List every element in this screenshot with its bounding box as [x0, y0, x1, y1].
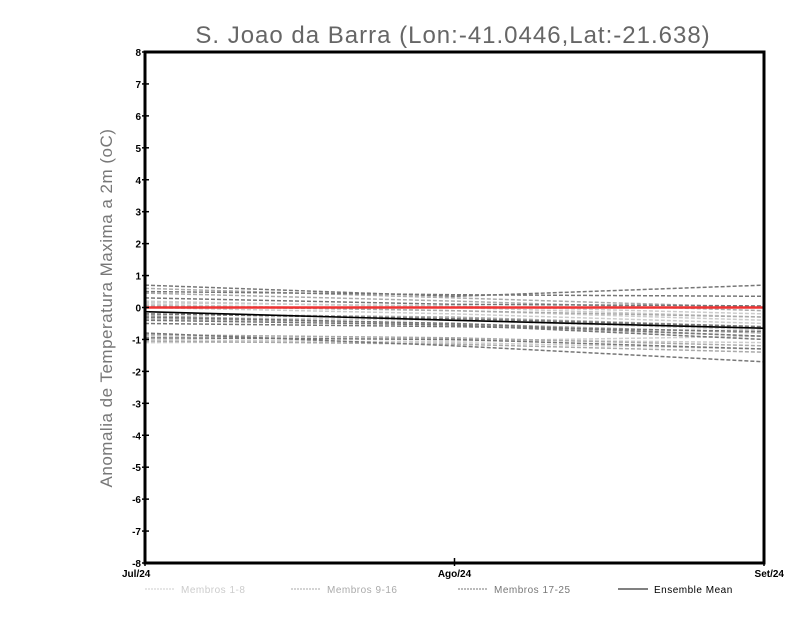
member-line-group3-3 [144, 316, 765, 337]
y-tick-label: 1 [135, 272, 141, 283]
y-tick-label: -1 [132, 335, 141, 346]
ensemble-mean-line [144, 310, 765, 330]
member-line-group3-6 [144, 332, 765, 363]
y-tick-label: -5 [132, 463, 141, 474]
member-line-group3-1 [144, 284, 765, 298]
member-line-group2-1 [144, 287, 765, 309]
y-axis-label: Anomalia de Temperatura Maxima a 2m (oC) [97, 129, 116, 488]
legend-label-2: Membros 9-16 [327, 585, 397, 596]
member-line-group1-5 [144, 306, 765, 325]
y-tick-label: -6 [132, 495, 141, 506]
y-tick-label: -7 [132, 527, 141, 538]
y-tick-label: 2 [135, 240, 141, 251]
member-line-group3-4 [144, 319, 765, 341]
y-tick-label: 5 [135, 144, 141, 155]
member-line-group2-3 [144, 333, 765, 347]
y-tick-label: 3 [135, 208, 141, 219]
member-line-group3-5 [144, 337, 765, 350]
member-line-group3-9 [144, 313, 765, 328]
legend: Membros 1-8 Membros 9-16 Membros 17-25 Ense… [145, 585, 733, 596]
y-tick-label: 7 [135, 80, 141, 91]
member-line-group3-7 [144, 297, 765, 307]
y-tick-label: -4 [132, 431, 141, 442]
y-tick-label: 6 [135, 112, 141, 123]
y-tick-label: -8 [132, 559, 141, 570]
chart-title: S. Joao da Barra (Lon:-41.0446,Lat:-21.6… [195, 22, 710, 49]
legend-label-4: Ensemble Mean [654, 585, 733, 596]
legend-label-1: Membros 1-8 [181, 585, 245, 596]
y-tick-label: -3 [132, 399, 141, 410]
member-line-group3-8 [144, 322, 765, 333]
y-tick-label: -2 [132, 367, 141, 378]
member-line-group2-6 [144, 340, 765, 353]
x-tick-label: Jul/24 [122, 569, 151, 580]
y-tick-label: 8 [135, 48, 141, 59]
member-line-group1-8 [144, 338, 765, 350]
x-tick-label: Ago/24 [438, 569, 472, 580]
legend-label-3: Membros 17-25 [494, 585, 571, 596]
member-line-group1-7 [144, 301, 765, 315]
y-tick-label: 4 [135, 176, 141, 187]
member-line-group3-2 [144, 290, 765, 298]
y-tick-label: 0 [135, 304, 141, 315]
x-tick-label: Set/24 [755, 569, 785, 580]
